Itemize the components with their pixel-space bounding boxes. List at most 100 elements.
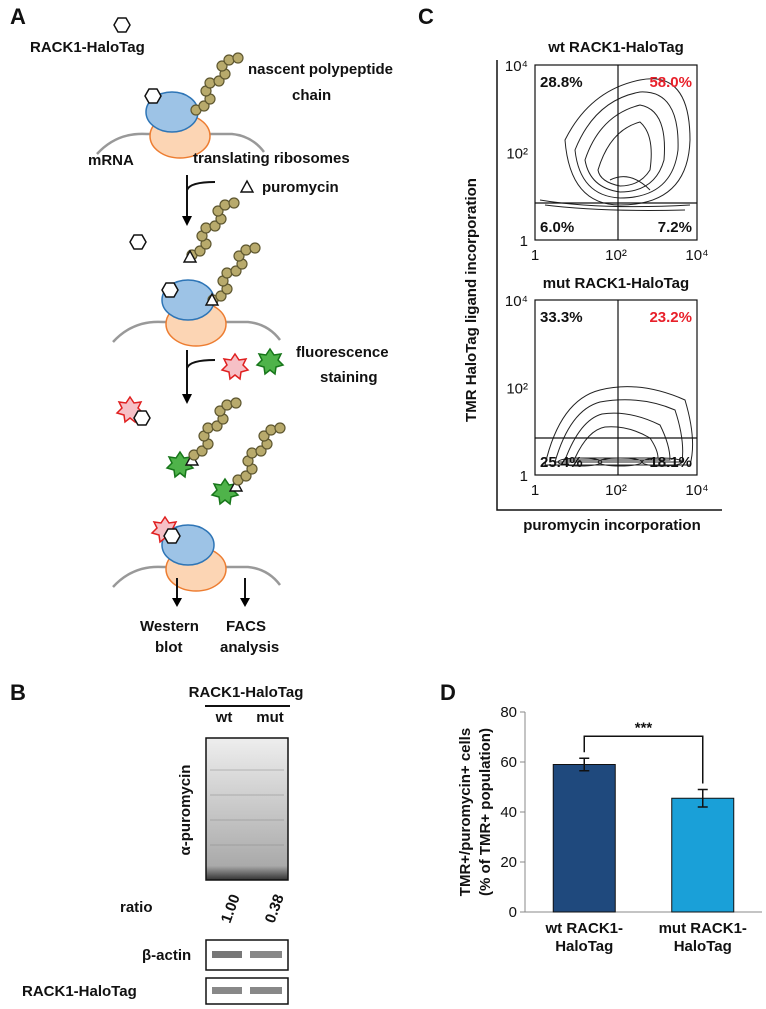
label: translating ribosomes (193, 150, 350, 167)
icon (190, 52, 244, 116)
icon (240, 180, 254, 193)
y-tick-label: 60 (500, 754, 517, 771)
icon (129, 234, 147, 250)
ratio: 1.00 (218, 892, 244, 925)
label: fluorescence (296, 344, 389, 361)
x-tick-label: mut RACK1-HaloTag (658, 920, 747, 955)
y-tick-label: 0 (509, 904, 517, 921)
quadrant-percent: 18.1% (649, 454, 692, 471)
panel-label: A (10, 4, 26, 29)
shape (212, 951, 242, 958)
label: nascent polypeptide (248, 61, 393, 78)
shape (584, 104, 665, 193)
quadrant-percent: 33.3% (540, 309, 583, 326)
x-tick-label: wt RACK1-HaloTag (545, 920, 624, 955)
shape (205, 737, 289, 881)
x-tick-label: mut RACK1-HaloTag (658, 920, 747, 955)
ratio: 0.38 (262, 892, 288, 925)
y-tick-label: 80 (500, 704, 517, 721)
quadrant-percent: 23.2% (649, 309, 692, 326)
x-tick-label: wt RACK1-HaloTag (545, 920, 624, 955)
shape (557, 457, 603, 467)
y-tick-label: 1 (520, 233, 528, 250)
icon (113, 17, 131, 33)
error-bar (697, 788, 708, 808)
icon (133, 410, 151, 426)
x-tick-label: 1 (531, 482, 539, 499)
shape (250, 951, 282, 958)
icon (256, 348, 284, 375)
quadrant-percent: 58.0% (649, 74, 692, 91)
y-axis-label: TMR+/puromycin+ cells (457, 728, 474, 896)
icon (232, 422, 286, 486)
icon (111, 278, 282, 348)
shape (544, 386, 694, 466)
label: ratio (120, 899, 153, 916)
icon (95, 90, 266, 160)
significance-bracket (583, 735, 704, 784)
schematic: RACK1-HaloTag nascent polypeptide chain … (30, 17, 393, 656)
axis-label: TMR HaloTag ligand incorporation (463, 178, 480, 422)
panel-labels: A B C D (10, 4, 456, 705)
label: puromycin (262, 179, 339, 196)
quadrant-percent: 28.8% (540, 74, 583, 91)
y-tick-label: 10² (506, 381, 528, 398)
panel-label: B (10, 680, 26, 705)
label: Western (140, 618, 199, 635)
x-tick-label: 10² (605, 482, 627, 499)
error-bar (579, 757, 590, 772)
panel-label: C (418, 4, 434, 29)
significance: *** (635, 719, 653, 736)
icon (144, 88, 162, 104)
bar (671, 797, 735, 913)
shape (210, 769, 284, 846)
label: blot (155, 639, 183, 656)
x-tick-label: 10² (605, 247, 627, 264)
shape (641, 457, 683, 467)
icon (221, 353, 249, 380)
shape (597, 121, 652, 187)
icon (207, 242, 261, 306)
label: α-puromycin (177, 765, 194, 856)
y-tick-label: 40 (500, 804, 517, 821)
shape (250, 987, 282, 994)
shape (212, 987, 242, 994)
y-tick-label: 10⁴ (505, 58, 528, 75)
shape (182, 216, 192, 226)
quadrant-percent: 7.2% (658, 219, 692, 236)
quadrant-percent: 6.0% (540, 219, 574, 236)
label: β-actin (142, 947, 191, 964)
western-blot: RACK1-HaloTag wt mut α-puromycin ratio 1… (22, 684, 304, 1005)
icon (111, 523, 282, 593)
lane-label: mut (256, 709, 284, 726)
shape (539, 176, 691, 211)
panel-label: D (440, 680, 456, 705)
plot-title: mut RACK1-HaloTag (543, 275, 689, 292)
plot-frame (534, 299, 698, 476)
x-tick-label: 1 (531, 247, 539, 264)
label: RACK1-HaloTag (22, 983, 137, 1000)
bar (552, 764, 616, 913)
label: FACS (226, 618, 266, 635)
label: analysis (220, 639, 279, 656)
label: chain (292, 87, 331, 104)
shape (172, 598, 250, 607)
y-tick-label: 10² (506, 146, 528, 163)
x-tick-label: 10⁴ (685, 247, 708, 264)
y-tick-label: 20 (500, 854, 517, 871)
shape (496, 60, 722, 511)
facs-panel: TMR HaloTag ligand incorporation puromyc… (463, 39, 722, 534)
icon (188, 397, 242, 461)
icon (186, 197, 240, 261)
y-axis-label: (% of TMR+ population) (477, 728, 494, 896)
icon (163, 528, 181, 544)
shape (186, 350, 216, 400)
shape (574, 426, 659, 459)
y-tick-label: 10⁴ (505, 293, 528, 310)
y-tick-label: 1 (520, 468, 528, 485)
shape (182, 394, 192, 404)
lane-label: wt (215, 709, 233, 726)
label: RACK1-HaloTag (189, 684, 304, 701)
